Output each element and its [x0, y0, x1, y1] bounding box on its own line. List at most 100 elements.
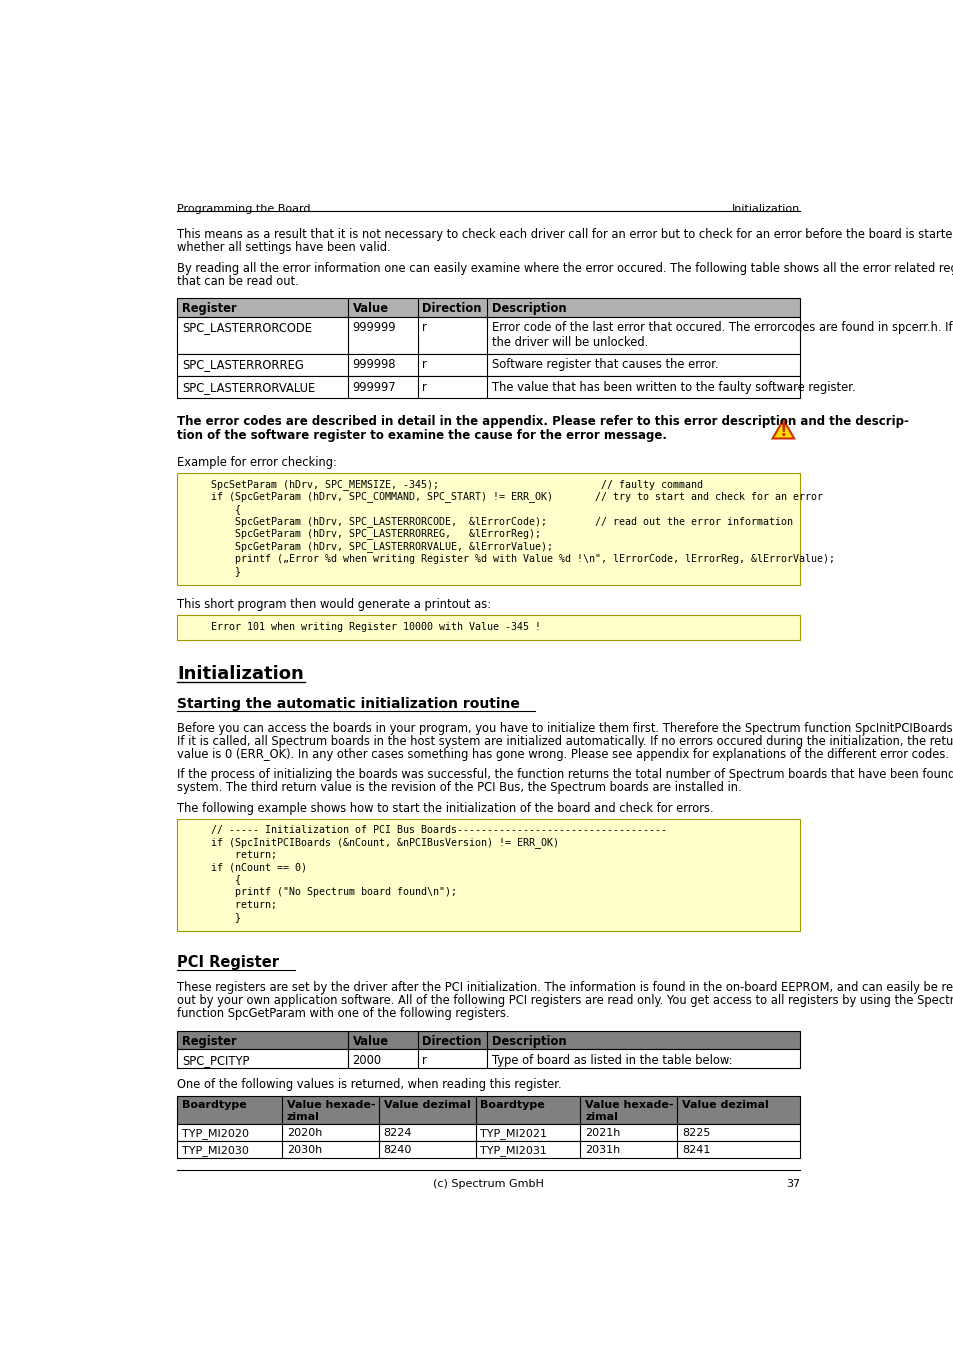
Text: TYP_MI2030: TYP_MI2030 — [182, 1144, 249, 1155]
Text: Error 101 when writing Register 10000 with Value -345 !: Error 101 when writing Register 10000 wi… — [187, 621, 540, 631]
Text: {: { — [187, 504, 240, 513]
Text: Description: Description — [492, 1035, 566, 1047]
Text: 2021h: 2021h — [584, 1128, 619, 1138]
Text: the driver will be unlocked.: the driver will be unlocked. — [492, 335, 648, 349]
Text: PCI Register: PCI Register — [177, 955, 279, 970]
Bar — [177, 1050, 800, 1067]
Text: value is 0 (ERR_OK). In any other cases something has gone wrong. Please see app: value is 0 (ERR_OK). In any other cases … — [177, 747, 948, 761]
Text: SpcGetParam (hDrv, SPC_LASTERRORVALUE, &lErrorValue);: SpcGetParam (hDrv, SPC_LASTERRORVALUE, &… — [187, 540, 552, 553]
Text: Initialization: Initialization — [732, 204, 800, 215]
Text: Error code of the last error that occured. The errorcodes are found in spcerr.h.: Error code of the last error that occure… — [492, 322, 953, 335]
Text: Type of board as listed in the table below:: Type of board as listed in the table bel… — [492, 1054, 732, 1067]
Text: if (nCount == 0): if (nCount == 0) — [187, 862, 306, 873]
Text: 37: 37 — [785, 1179, 800, 1189]
Text: 8225: 8225 — [681, 1128, 710, 1138]
Text: tion of the software register to examine the cause for the error message.: tion of the software register to examine… — [177, 428, 667, 442]
Text: return;: return; — [187, 900, 276, 909]
Text: Boardtype: Boardtype — [182, 1100, 247, 1111]
Text: }: } — [187, 912, 240, 921]
Text: Example for error checking:: Example for error checking: — [177, 455, 337, 469]
Text: if (SpcGetParam (hDrv, SPC_COMMAND, SPC_START) != ERR_OK)       // try to start : if (SpcGetParam (hDrv, SPC_COMMAND, SPC_… — [187, 492, 821, 503]
Text: SpcSetParam (hDrv, SPC_MEMSIZE, -345);                           // faulty comma: SpcSetParam (hDrv, SPC_MEMSIZE, -345); /… — [187, 478, 702, 489]
Text: if (SpcInitPCIBoards (&nCount, &nPCIBusVersion) != ERR_OK): if (SpcInitPCIBoards (&nCount, &nPCIBusV… — [187, 838, 558, 848]
Text: r: r — [422, 358, 427, 372]
Text: Value: Value — [353, 1035, 388, 1047]
Text: that can be read out.: that can be read out. — [177, 274, 299, 288]
Text: TYP_MI2031: TYP_MI2031 — [480, 1144, 547, 1155]
Text: zimal: zimal — [286, 1112, 319, 1123]
Text: function SpcGetParam with one of the following registers.: function SpcGetParam with one of the fol… — [177, 1008, 510, 1020]
Text: The error codes are described in detail in the appendix. Please refer to this er: The error codes are described in detail … — [177, 415, 908, 428]
Text: Before you can access the boards in your program, you have to initialize them fi: Before you can access the boards in your… — [177, 721, 953, 735]
Text: SpcGetParam (hDrv, SPC_LASTERRORCODE,  &lErrorCode);        // read out the erro: SpcGetParam (hDrv, SPC_LASTERRORCODE, &l… — [187, 516, 792, 527]
Bar — [177, 473, 800, 585]
Text: 8240: 8240 — [383, 1144, 412, 1155]
Text: Value dezimal: Value dezimal — [383, 1100, 470, 1111]
Text: SPC_LASTERRORREG: SPC_LASTERRORREG — [182, 358, 303, 372]
Bar — [177, 1142, 800, 1158]
Text: Value hexade-: Value hexade- — [584, 1100, 673, 1111]
Text: Software register that causes the error.: Software register that causes the error. — [492, 358, 718, 372]
Text: By reading all the error information one can easily examine where the error occu: By reading all the error information one… — [177, 262, 953, 274]
Text: These registers are set by the driver after the PCI initialization. The informat: These registers are set by the driver af… — [177, 981, 953, 994]
Bar — [177, 354, 800, 376]
Text: 2030h: 2030h — [286, 1144, 321, 1155]
Bar — [177, 316, 800, 354]
Polygon shape — [772, 420, 794, 439]
Text: printf ("No Spectrum board found\n");: printf ("No Spectrum board found\n"); — [187, 888, 456, 897]
Text: Programming the Board: Programming the Board — [177, 204, 311, 215]
Bar — [177, 819, 800, 931]
Text: Register: Register — [182, 303, 236, 315]
Bar — [177, 616, 800, 640]
Text: Initialization: Initialization — [177, 665, 304, 682]
Text: If it is called, all Spectrum boards in the host system are initialized automati: If it is called, all Spectrum boards in … — [177, 735, 953, 747]
Text: {: { — [187, 874, 240, 885]
Text: r: r — [422, 322, 427, 335]
Text: The following example shows how to start the initialization of the board and che: The following example shows how to start… — [177, 801, 713, 815]
Text: out by your own application software. All of the following PCI registers are rea: out by your own application software. Al… — [177, 994, 953, 1008]
Text: The value that has been written to the faulty software register.: The value that has been written to the f… — [492, 381, 855, 393]
Text: Value dezimal: Value dezimal — [681, 1100, 768, 1111]
Text: Direction: Direction — [422, 1035, 481, 1047]
Text: 999998: 999998 — [353, 358, 395, 372]
Text: !: ! — [779, 422, 786, 439]
Text: 8241: 8241 — [681, 1144, 710, 1155]
Text: 999999: 999999 — [353, 322, 395, 335]
Text: system. The third return value is the revision of the PCI Bus, the Spectrum boar: system. The third return value is the re… — [177, 781, 741, 794]
Bar — [177, 1031, 800, 1050]
Text: 8224: 8224 — [383, 1128, 412, 1138]
Text: Boardtype: Boardtype — [480, 1100, 544, 1111]
Text: Value hexade-: Value hexade- — [286, 1100, 375, 1111]
Text: SpcGetParam (hDrv, SPC_LASTERRORREG,   &lErrorReg);: SpcGetParam (hDrv, SPC_LASTERRORREG, &lE… — [187, 528, 540, 539]
Text: Direction: Direction — [422, 303, 481, 315]
Text: 2020h: 2020h — [286, 1128, 322, 1138]
Text: SPC_LASTERRORVALUE: SPC_LASTERRORVALUE — [182, 381, 314, 393]
Text: }: } — [187, 566, 240, 576]
Text: Description: Description — [492, 303, 566, 315]
Text: This short program then would generate a printout as:: This short program then would generate a… — [177, 598, 491, 612]
Text: One of the following values is returned, when reading this register.: One of the following values is returned,… — [177, 1078, 561, 1090]
Text: SPC_LASTERRORCODE: SPC_LASTERRORCODE — [182, 322, 312, 335]
Text: 2000: 2000 — [353, 1054, 381, 1067]
Bar — [177, 1124, 800, 1142]
Text: Register: Register — [182, 1035, 236, 1047]
Bar — [177, 376, 800, 399]
Text: 999997: 999997 — [353, 381, 395, 393]
Text: 2031h: 2031h — [584, 1144, 619, 1155]
Bar — [177, 1096, 800, 1124]
Text: Value: Value — [353, 303, 388, 315]
Text: SPC_PCITYP: SPC_PCITYP — [182, 1054, 250, 1067]
Text: r: r — [422, 381, 427, 393]
Text: zimal: zimal — [584, 1112, 618, 1123]
Text: This means as a result that it is not necessary to check each driver call for an: This means as a result that it is not ne… — [177, 228, 953, 242]
Bar — [177, 299, 800, 316]
Text: // ----- Initialization of PCI Bus Boards-----------------------------------: // ----- Initialization of PCI Bus Board… — [187, 824, 666, 835]
Text: return;: return; — [187, 850, 276, 859]
Text: (c) Spectrum GmbH: (c) Spectrum GmbH — [433, 1179, 544, 1189]
Text: Starting the automatic initialization routine: Starting the automatic initialization ro… — [177, 697, 519, 711]
Text: r: r — [422, 1054, 427, 1067]
Text: whether all settings have been valid.: whether all settings have been valid. — [177, 242, 391, 254]
Text: TYP_MI2021: TYP_MI2021 — [480, 1128, 547, 1139]
Text: If the process of initializing the boards was successful, the function returns t: If the process of initializing the board… — [177, 769, 953, 781]
Text: printf („Error %d when writing Register %d with Value %d !\n", lErrorCode, lErro: printf („Error %d when writing Register … — [187, 554, 834, 563]
